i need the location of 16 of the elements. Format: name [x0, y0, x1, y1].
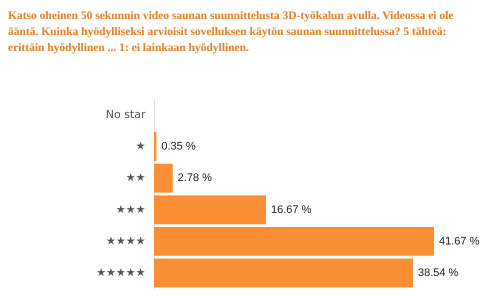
bar [154, 164, 173, 193]
y-tick-label: ★★★★★ [96, 266, 146, 280]
bar [154, 227, 434, 256]
y-tick-label: ★★ [126, 171, 146, 184]
y-tick-label: ★ [136, 140, 146, 153]
y-tick-label: No star [106, 108, 146, 121]
chart-title: Katso oheinen 50 sekunnin video saunan suunnittelusta 3D-työkalun avulla. Videossa ei ole ääntä. Kuinka hyödylliseksi arvioisit sovelluksen käytön saunan suunnittelussa? 5 tähteä: erittäin hyödyllinen ... 1: ei lainkaan hyödyllinen. [8, 9, 454, 56]
y-tick-label: ★★★ [116, 202, 146, 216]
bar [154, 195, 266, 224]
data-label: 16.67 % [271, 204, 312, 216]
bar [154, 258, 413, 288]
data-label: 2.78 % [178, 172, 212, 184]
data-label: 0.35 % [161, 140, 196, 153]
data-label: 38.54 % [418, 267, 459, 280]
data-label: 41.67 % [439, 235, 480, 248]
y-tick-label: ★★★★ [106, 234, 146, 248]
